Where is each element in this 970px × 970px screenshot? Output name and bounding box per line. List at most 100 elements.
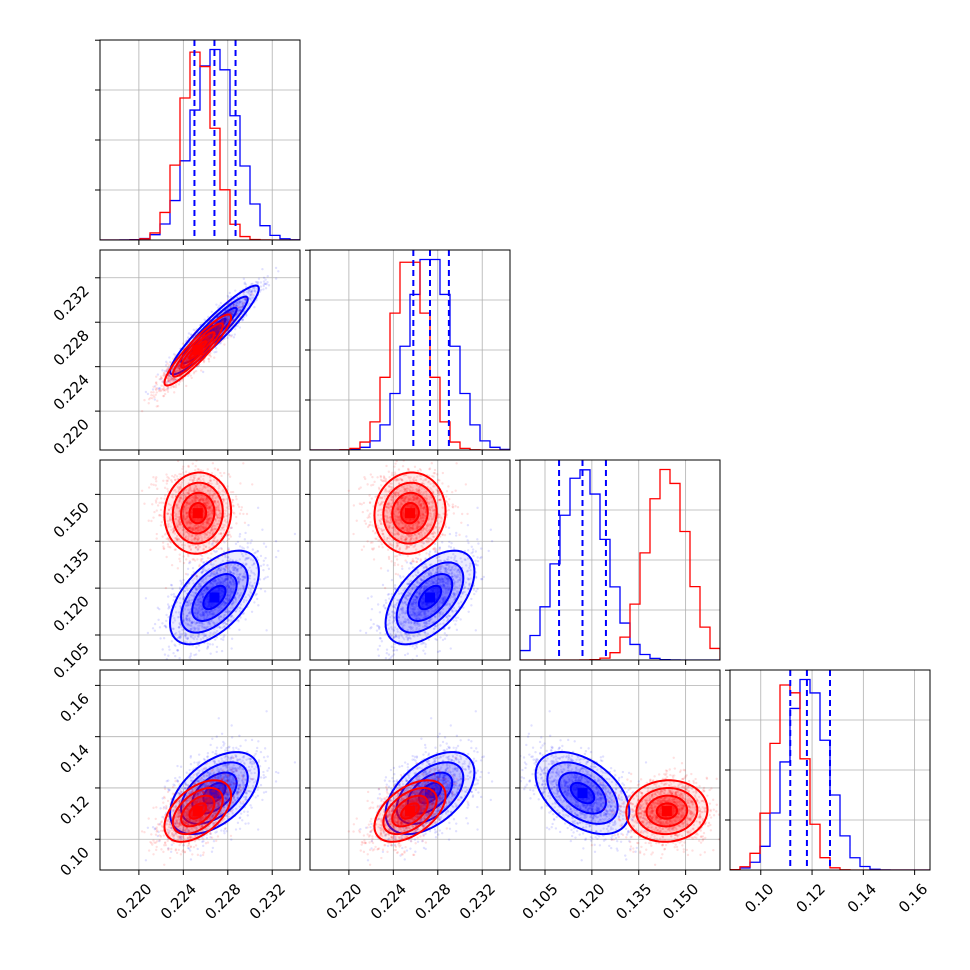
sample-point-1: [185, 358, 188, 361]
sample-point-1: [184, 360, 188, 363]
sample-point-1: [245, 296, 249, 300]
sample-point-0: [262, 563, 265, 566]
sample-point-1: [230, 311, 234, 315]
sample-point-1: [228, 325, 232, 328]
sample-point-0: [215, 303, 218, 306]
sample-point-0: [261, 528, 264, 531]
sample-point-1: [181, 342, 185, 345]
sample-point-0: [250, 291, 253, 294]
sample-point-1: [187, 465, 190, 469]
sample-point-0: [244, 299, 247, 302]
sample-point-0: [219, 342, 222, 345]
sample-point-0: [238, 308, 242, 312]
sample-point-0: [163, 369, 167, 373]
sample-point-0: [172, 379, 175, 382]
sample-point-0: [249, 541, 252, 545]
sample-point-1: [216, 327, 220, 331]
sample-point-1: [194, 369, 198, 373]
sample-point-0: [215, 350, 218, 354]
sample-point-0: [262, 568, 265, 572]
sample-point-1: [206, 335, 210, 339]
sample-point-0: [239, 300, 242, 303]
sample-point-1: [192, 573, 196, 576]
sample-point-1: [240, 305, 244, 309]
sample-point-0: [243, 281, 247, 284]
sample-point-0: [242, 301, 245, 305]
sample-point-0: [172, 353, 176, 356]
sample-point-1: [207, 338, 211, 341]
sample-point-1: [216, 326, 220, 329]
sample-point-1: [225, 332, 228, 335]
sample-point-0: [185, 358, 189, 362]
sample-point-0: [176, 365, 180, 368]
sample-point-0: [231, 309, 235, 313]
sample-point-1: [216, 326, 219, 330]
sample-point-0: [253, 601, 256, 604]
sample-point-1: [239, 316, 242, 319]
sample-point-0: [238, 300, 241, 303]
sample-point-0: [172, 592, 176, 596]
sample-point-1: [228, 475, 232, 478]
sample-point-1: [172, 385, 175, 388]
sample-point-1: [242, 302, 245, 305]
sample-point-0: [237, 302, 240, 305]
sample-point-0: [158, 387, 162, 390]
sample-point-1: [230, 300, 233, 304]
sample-point-0: [274, 555, 278, 559]
sample-point-0: [187, 332, 191, 335]
sample-point-1: [174, 371, 177, 374]
sample-point-0: [259, 587, 263, 591]
sample-point-0: [240, 305, 244, 308]
sample-point-0: [266, 564, 269, 567]
sample-point-1: [193, 469, 197, 472]
sample-point-0: [239, 306, 242, 309]
sample-point-0: [244, 298, 247, 301]
sample-point-0: [251, 282, 254, 286]
sample-point-0: [227, 317, 231, 320]
sample-point-0: [162, 637, 166, 640]
sample-point-1: [239, 309, 243, 313]
sample-point-1: [185, 384, 188, 388]
sample-point-1: [167, 379, 170, 382]
sample-point-0: [267, 567, 271, 571]
sample-point-0: [215, 645, 219, 649]
sample-point-0: [227, 334, 231, 337]
sample-point-1: [218, 325, 222, 328]
sample-point-1: [181, 364, 185, 367]
sample-point-0: [166, 595, 170, 598]
sample-point-0: [241, 303, 245, 306]
sample-point-0: [266, 274, 269, 278]
sample-point-1: [238, 512, 242, 515]
sample-point-1: [214, 328, 217, 332]
sample-point-0: [253, 551, 256, 555]
sample-point-1: [155, 391, 158, 394]
sample-point-1: [207, 357, 211, 361]
sample-point-1: [166, 362, 169, 365]
sample-point-0: [265, 629, 268, 632]
sample-point-1: [158, 377, 161, 381]
sample-point-0: [250, 282, 253, 286]
sample-point-0: [171, 587, 174, 591]
sample-point-1: [155, 383, 158, 386]
sample-point-0: [244, 298, 247, 301]
sample-point-1: [199, 369, 203, 372]
sample-point-0: [250, 290, 254, 293]
sample-point-1: [156, 487, 159, 491]
sample-point-1: [230, 526, 233, 529]
sample-point-1: [226, 310, 229, 313]
sample-point-0: [236, 540, 240, 544]
sample-point-0: [178, 586, 182, 589]
sample-point-1: [206, 336, 209, 339]
sample-point-1: [175, 369, 179, 372]
sample-point-0: [243, 298, 247, 302]
sample-point-0: [161, 369, 164, 372]
sample-point-0: [252, 294, 255, 297]
sample-point-0: [243, 282, 246, 286]
sample-point-0: [179, 579, 182, 582]
sample-point-1: [174, 383, 178, 387]
sample-point-0: [153, 398, 157, 401]
density-peak-1: [192, 345, 203, 355]
sample-point-0: [167, 379, 170, 383]
sample-point-0: [242, 293, 246, 297]
sample-point-1: [193, 559, 197, 562]
